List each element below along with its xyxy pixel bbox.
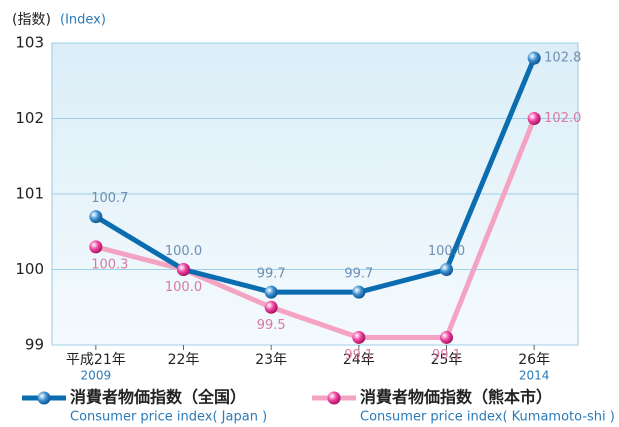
legend-label: 消費者物価指数（熊本市）: [360, 388, 552, 407]
legend-label-en: Consumer price index( Kumamoto-shi ): [360, 410, 615, 425]
x-tick-label: 25年: [431, 352, 463, 368]
point: [264, 285, 278, 299]
x-tick-label: 26年: [518, 352, 550, 368]
point: [352, 285, 366, 299]
x-tick-sublabel: 2009: [81, 369, 112, 383]
point: [440, 263, 453, 276]
value-label: 100.0: [165, 244, 202, 259]
value-label: 100.0: [165, 280, 202, 295]
legend-label-en: Consumer price index( Japan ): [70, 410, 267, 425]
y-tick-label: 99: [25, 336, 44, 354]
y-tick-label: 101: [15, 185, 44, 203]
x-tick-label: 23年: [255, 352, 287, 368]
legend-label: 消費者物価指数（全国）: [70, 388, 246, 407]
value-label: 100.0: [428, 244, 465, 259]
value-label: 99.7: [257, 267, 286, 282]
value-label: 99.7: [344, 267, 373, 282]
legend-marker: [37, 391, 51, 405]
y-tick-label: 103: [15, 34, 44, 52]
point: [527, 112, 541, 125]
x-tick-label: 平成21年: [66, 352, 126, 368]
value-label: 99.5: [257, 318, 286, 333]
value-label: 102.0: [544, 111, 581, 126]
value-label: 100.7: [91, 191, 128, 206]
y-tick-label: 102: [15, 109, 44, 127]
value-label: 102.8: [544, 51, 581, 66]
y-tick-label: 100: [15, 260, 44, 278]
value-label: 99.1: [432, 348, 461, 363]
point: [89, 240, 103, 254]
point: [527, 51, 541, 65]
series-line: [95, 117, 537, 340]
value-label: 100.3: [91, 257, 128, 272]
point: [177, 263, 190, 276]
point: [440, 330, 453, 344]
point: [352, 330, 366, 344]
x-tick-sublabel: 2014: [519, 369, 550, 383]
x-tick-label: 24年: [343, 352, 375, 368]
point: [89, 210, 103, 224]
legend-marker: [327, 391, 341, 405]
y-axis-label-en: (Index): [60, 13, 106, 28]
series-line: [94, 57, 537, 295]
point: [264, 300, 278, 314]
x-tick-label: 22年: [168, 352, 200, 368]
y-axis-label: (指数): [12, 12, 51, 28]
value-label: 99.1: [344, 348, 373, 363]
